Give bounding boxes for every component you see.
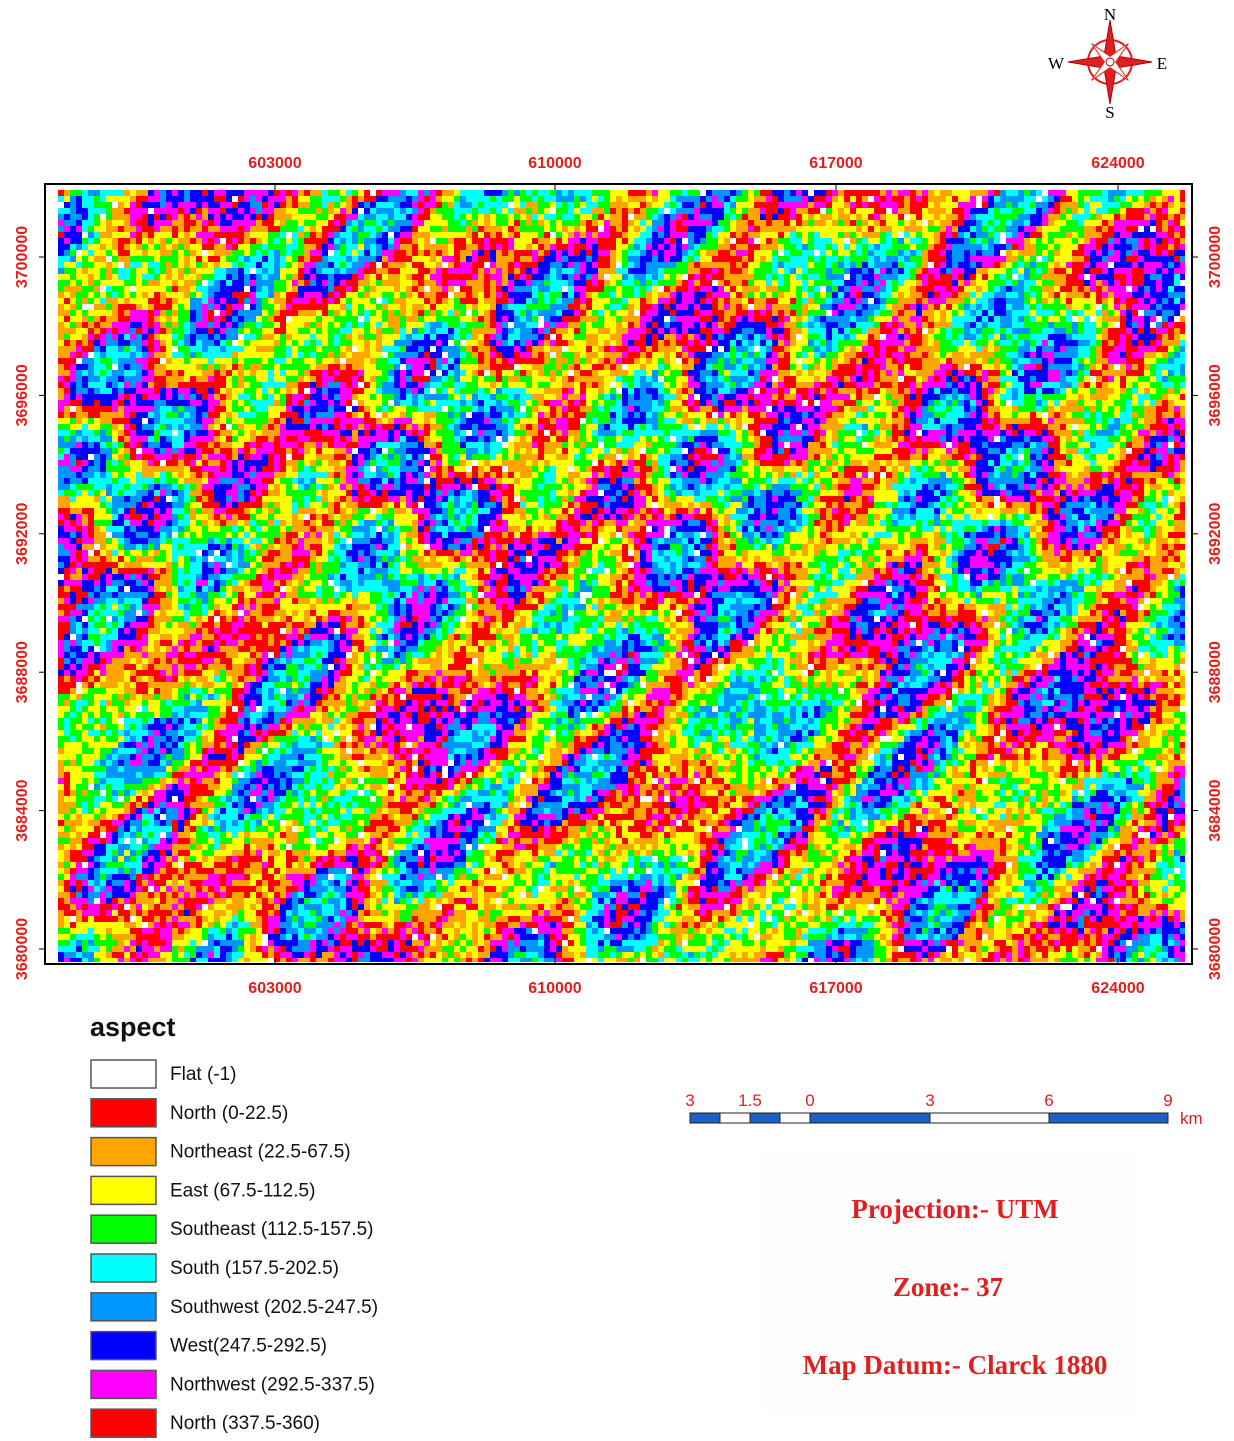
y-label-left: 3684000 xyxy=(14,779,31,841)
y-label-right: 3696000 xyxy=(1207,364,1224,426)
legend-label: North (337.5-360) xyxy=(170,1413,320,1434)
x-label-bottom: 624000 xyxy=(1091,980,1144,997)
y-label-right: 3680000 xyxy=(1207,918,1224,980)
legend-label: Northeast (22.5-67.5) xyxy=(170,1142,351,1163)
compass: N E S W xyxy=(1048,5,1167,122)
x-label-bottom: 610000 xyxy=(528,980,581,997)
legend-label: East (67.5-112.5) xyxy=(170,1180,315,1201)
legend-label: North (0-22.5) xyxy=(170,1103,288,1124)
x-label-top: 603000 xyxy=(248,155,301,172)
scale-segment xyxy=(690,1113,720,1123)
y-label-left: 3688000 xyxy=(14,641,31,703)
scale-segment xyxy=(930,1113,1049,1123)
scale-segment xyxy=(750,1113,780,1123)
scale-segment xyxy=(1049,1113,1168,1123)
compass-center xyxy=(1106,58,1114,66)
x-label-top: 610000 xyxy=(528,155,581,172)
legend-swatch xyxy=(91,1254,156,1282)
projection: Projection:- UTM xyxy=(851,1194,1058,1224)
legend-label: Southeast (112.5-157.5) xyxy=(170,1219,374,1240)
y-label-left: 3700000 xyxy=(14,226,31,288)
scale-segment xyxy=(810,1113,930,1123)
legend-swatch xyxy=(91,1176,156,1204)
y-label-right: 3684000 xyxy=(1207,779,1224,841)
scale-label: 6 xyxy=(1044,1091,1053,1110)
legend-swatch xyxy=(91,1332,156,1360)
y-label-left: 3692000 xyxy=(14,503,31,565)
scale-label: 3 xyxy=(925,1091,934,1110)
legend-swatch xyxy=(91,1370,156,1398)
legend: Flat (-1) North (0-22.5) Northeast (22.5-6… xyxy=(91,1060,378,1437)
legend-title: aspect xyxy=(90,1012,176,1042)
scale-label: 1.5 xyxy=(738,1091,762,1110)
legend-label: Southwest (202.5-247.5) xyxy=(170,1297,378,1318)
scale-segment xyxy=(780,1113,810,1123)
y-label-right: 3692000 xyxy=(1207,503,1224,565)
scale-unit: km xyxy=(1180,1109,1203,1128)
legend-swatch xyxy=(91,1215,156,1243)
compass-e: E xyxy=(1157,54,1167,73)
compass-w: W xyxy=(1048,54,1065,73)
scale-bar: 3 1.5 0 3 6 9 km xyxy=(685,1091,1202,1128)
datum: Map Datum:- Clarck 1880 xyxy=(803,1350,1108,1380)
scale-label: 3 xyxy=(685,1091,694,1110)
x-label-bottom: 603000 xyxy=(248,980,301,997)
compass-n: N xyxy=(1104,5,1116,24)
legend-swatch xyxy=(91,1138,156,1166)
x-label-top: 617000 xyxy=(809,155,862,172)
y-label-right: 3700000 xyxy=(1207,226,1224,288)
legend-label: Flat (-1) xyxy=(170,1064,237,1085)
scale-label: 0 xyxy=(805,1091,814,1110)
x-label-bottom: 617000 xyxy=(809,980,862,997)
zone: Zone:- 37 xyxy=(893,1272,1003,1302)
compass-s: S xyxy=(1105,103,1114,122)
y-label-left: 3680000 xyxy=(14,918,31,980)
scale-segment xyxy=(720,1113,750,1123)
map-page: N E S W aspect Flat (-1) North (0-22.5) No… xyxy=(0,0,1234,1441)
x-label-top: 624000 xyxy=(1091,155,1144,172)
legend-swatch xyxy=(91,1060,156,1088)
scale-label: 9 xyxy=(1163,1091,1172,1110)
y-label-right: 3688000 xyxy=(1207,641,1224,703)
legend-label: South (157.5-202.5) xyxy=(170,1258,339,1279)
aspect-raster xyxy=(58,190,1185,962)
legend-label: West(247.5-292.5) xyxy=(170,1336,327,1357)
legend-label: Northwest (292.5-337.5) xyxy=(170,1374,375,1395)
legend-swatch xyxy=(91,1293,156,1321)
legend-swatch xyxy=(91,1099,156,1127)
legend-swatch xyxy=(91,1409,156,1437)
y-label-left: 3696000 xyxy=(14,364,31,426)
